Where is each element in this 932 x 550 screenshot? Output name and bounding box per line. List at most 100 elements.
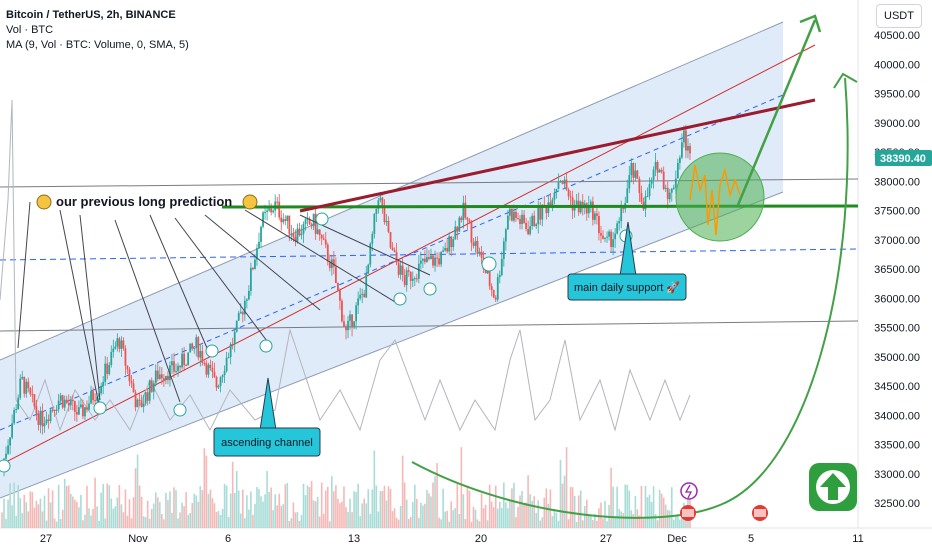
volume-bar xyxy=(662,497,665,528)
volume-bar xyxy=(673,519,675,528)
volume-bar xyxy=(165,493,167,528)
volume-bar xyxy=(620,511,622,528)
candle-body xyxy=(203,362,206,364)
time-axis[interactable]: 27 Nov 6 13 20 27 Dec 5 11 xyxy=(40,533,864,545)
volume-bar xyxy=(37,504,40,528)
candle-body xyxy=(128,369,131,382)
volume-bar xyxy=(167,500,169,528)
volume-indicator-label[interactable]: Vol · BTC xyxy=(6,24,54,36)
candle-body xyxy=(367,264,370,274)
volume-bar xyxy=(379,491,382,528)
x-tick-label: 6 xyxy=(225,533,231,545)
volume-bar xyxy=(207,493,210,528)
candle-body xyxy=(426,257,428,262)
candle-body xyxy=(175,370,177,372)
candle-body xyxy=(535,224,538,227)
candle-body xyxy=(292,233,295,237)
prediction-label: our previous long prediction xyxy=(56,194,232,209)
symbol-title[interactable]: Bitcoin / TetherUS, 2h, BINANCE xyxy=(6,9,176,21)
volume-bar xyxy=(7,499,9,528)
volume-bar xyxy=(130,518,133,528)
candle-body xyxy=(644,196,647,210)
candle-body xyxy=(245,299,248,301)
volume-bar xyxy=(614,517,616,528)
candle-body xyxy=(306,218,309,220)
candle-body xyxy=(618,221,621,224)
candle-body xyxy=(585,203,588,214)
candle-body xyxy=(626,188,629,203)
lightning-icon[interactable] xyxy=(680,482,698,500)
y-tick-label: 39000.00 xyxy=(874,118,920,130)
candle-body xyxy=(533,215,536,227)
cup-curve xyxy=(411,77,849,519)
candle-body xyxy=(90,391,92,404)
candle-body xyxy=(462,202,465,221)
candle-body xyxy=(630,162,633,176)
candle-body xyxy=(120,340,123,349)
volume-bar xyxy=(628,490,631,528)
volume-bar xyxy=(610,467,612,528)
candle-body xyxy=(9,437,11,446)
volume-bar xyxy=(229,493,232,528)
volume-bar xyxy=(187,514,189,528)
volume-bar xyxy=(365,503,368,528)
volume-bar xyxy=(322,513,325,528)
volume-bar xyxy=(389,488,392,528)
candle-body xyxy=(612,239,615,248)
candle-body xyxy=(254,259,256,270)
candle-body xyxy=(361,293,364,295)
volume-bar xyxy=(505,502,507,528)
candle-body xyxy=(359,294,362,299)
candle-body xyxy=(187,352,190,366)
volume-bar xyxy=(304,495,307,528)
volume-bar xyxy=(579,490,582,528)
volume-bar xyxy=(460,447,463,528)
volume-bar xyxy=(333,491,335,528)
y-tick-label: 39500.00 xyxy=(874,89,920,101)
candle-body xyxy=(288,215,291,234)
volume-bar xyxy=(310,480,313,528)
candle-body xyxy=(11,423,14,438)
candle-body xyxy=(417,263,420,279)
volume-bar xyxy=(246,495,248,528)
candle-body xyxy=(266,210,268,212)
candle-body xyxy=(496,277,499,300)
volume-bar xyxy=(189,512,191,528)
candle-body xyxy=(652,169,655,180)
ma-indicator-label[interactable]: MA (9, Vol · BTC: Volume, 0, SMA, 5) xyxy=(6,39,189,51)
candle-body xyxy=(381,197,384,207)
volume-bar xyxy=(612,486,614,528)
candle-body xyxy=(55,409,58,411)
volume-bar xyxy=(571,487,574,528)
volume-bar xyxy=(498,501,501,528)
candle-body xyxy=(231,343,234,345)
x-tick-label: Dec xyxy=(667,533,687,545)
y-tick-label: 38000.00 xyxy=(874,176,920,188)
volume-bar xyxy=(632,514,635,528)
price-scale[interactable] xyxy=(858,0,932,550)
candle-body xyxy=(219,377,222,386)
volume-bar xyxy=(104,518,106,528)
candle-body xyxy=(689,145,691,154)
volume-bar xyxy=(39,498,42,528)
volume-bar xyxy=(65,486,68,528)
volume-bar xyxy=(148,518,151,528)
candle-body xyxy=(415,278,418,280)
candle-body xyxy=(383,206,386,223)
candle-body xyxy=(284,219,287,221)
currency-button[interactable]: USDT xyxy=(876,4,922,28)
candle-body xyxy=(604,237,606,239)
resistance-line xyxy=(299,98,816,213)
volume-bar xyxy=(100,492,102,528)
volume-bar xyxy=(442,488,444,528)
volume-bar xyxy=(450,501,453,528)
candle-body xyxy=(31,394,34,396)
volume-bar xyxy=(82,520,84,528)
candle-body xyxy=(171,361,173,366)
volume-bar xyxy=(371,489,374,528)
volume-bar xyxy=(583,506,586,528)
candle-body xyxy=(468,219,471,223)
volume-bar xyxy=(221,508,224,528)
